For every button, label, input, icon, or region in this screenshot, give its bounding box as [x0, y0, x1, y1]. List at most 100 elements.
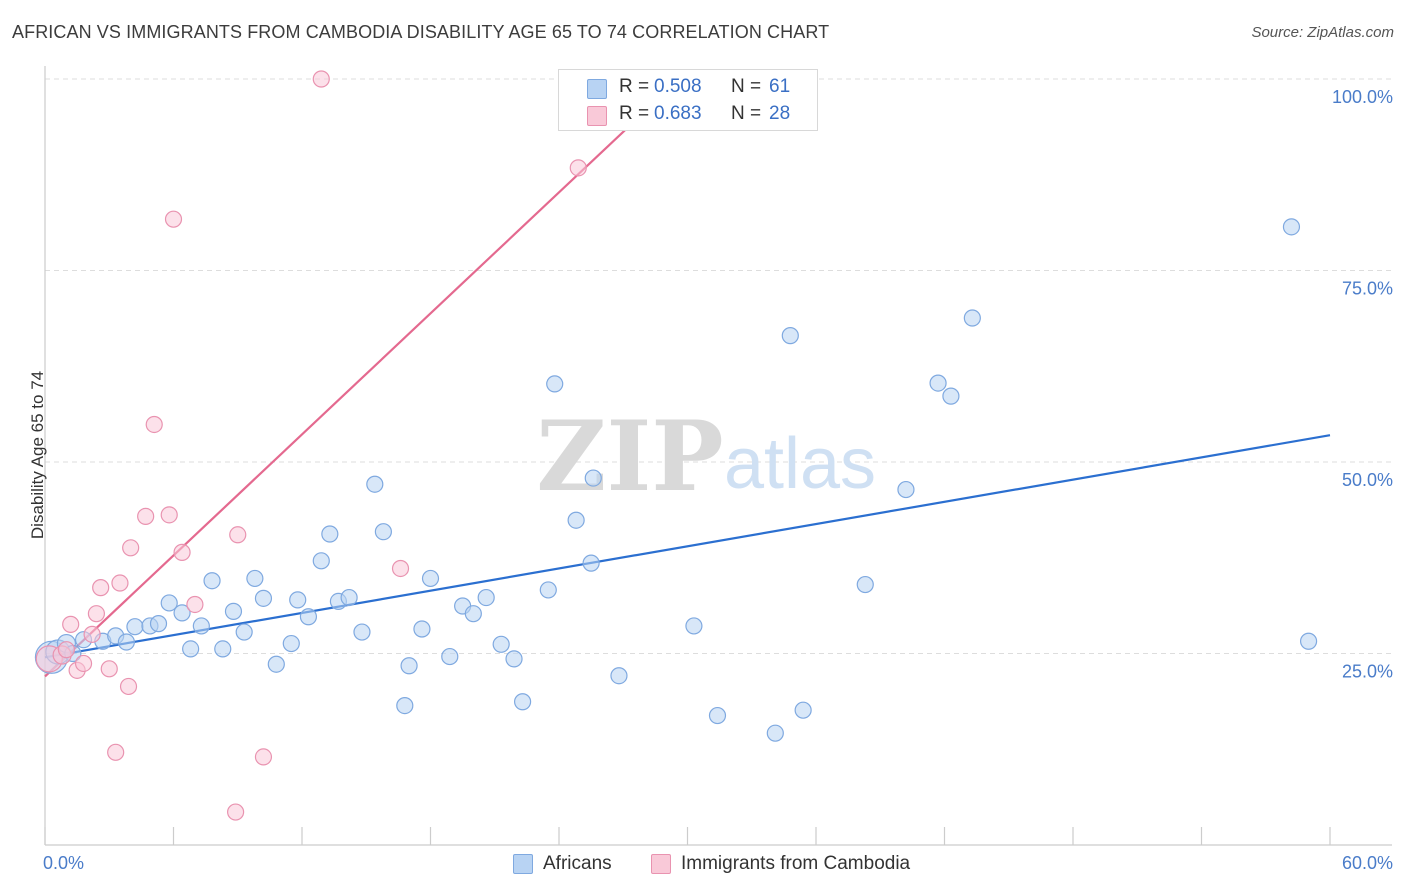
legend-n-label: N = [731, 76, 762, 97]
data-point-cambodia [62, 615, 80, 633]
cambodia-swatch [651, 854, 671, 874]
x-tick-label: 0.0% [43, 853, 84, 873]
data-point-africans [149, 615, 168, 633]
data-point-cambodia [569, 159, 587, 177]
data-point-africans [267, 655, 285, 673]
points-layer [34, 70, 1318, 821]
data-point-cambodia [229, 526, 247, 544]
data-point-cambodia [100, 660, 118, 678]
cambodia-swatch [587, 106, 607, 126]
watermark-atlas: atlas [724, 424, 876, 504]
watermark-zip: ZIP [536, 400, 723, 513]
data-point-africans [942, 387, 960, 405]
data-point-cambodia [391, 559, 410, 578]
data-point-africans [340, 588, 358, 607]
axes-layer [44, 66, 1392, 846]
y-tick-label: 50.0% [1342, 470, 1393, 490]
data-point-africans [582, 554, 600, 572]
data-point-africans [708, 706, 727, 725]
data-point-africans [766, 724, 784, 742]
data-point-cambodia [111, 574, 129, 592]
legend-row-cambodia: R = 0.683 N = 28 [559, 101, 817, 129]
data-point-africans [1282, 218, 1301, 236]
data-point-africans [567, 511, 585, 529]
data-point-cambodia [122, 539, 140, 557]
data-point-africans [396, 696, 414, 715]
data-point-cambodia [164, 210, 183, 228]
data-point-africans [441, 647, 459, 666]
data-point-africans [464, 605, 482, 623]
legend-row-africans: R = 0.508 N = 61 [559, 74, 817, 102]
legend-r-label: R = [619, 76, 650, 97]
data-point-africans [546, 375, 564, 393]
legend-n-value: 61 [769, 76, 791, 97]
data-point-africans [794, 701, 812, 719]
data-point-cambodia [145, 415, 163, 434]
data-point-africans [505, 650, 523, 668]
data-point-africans [513, 693, 532, 711]
stats-legend: R = 0.508 N = 61 R = 0.683 N = 28 [558, 69, 818, 131]
data-point-africans [610, 667, 628, 685]
data-point-africans [685, 617, 703, 635]
y-axis-label: Disability Age 65 to 74 [28, 370, 47, 540]
data-point-africans [374, 523, 392, 541]
data-point-cambodia [137, 507, 155, 525]
africans-swatch [587, 79, 607, 99]
legend-label-africans: Africans [543, 853, 612, 874]
x-tick-label: 60.0% [1342, 853, 1393, 873]
legend-label-cambodia: Immigrants from Cambodia [681, 853, 911, 874]
data-point-cambodia [57, 641, 76, 659]
data-point-africans [963, 309, 981, 327]
series-legend: Africans Immigrants from Cambodia [0, 852, 1406, 878]
trend-line-africans [44, 434, 1331, 659]
data-point-cambodia [254, 748, 273, 766]
watermark: ZIP atlas [536, 400, 876, 513]
grid-layer [45, 78, 1392, 654]
y-tick-label: 100.0% [1332, 87, 1393, 107]
data-point-africans [321, 525, 339, 543]
data-point-cambodia [74, 654, 93, 673]
data-point-africans [353, 623, 371, 641]
data-point-africans [246, 569, 264, 588]
data-point-cambodia [87, 605, 106, 623]
data-point-africans [477, 588, 495, 607]
y-tick-label: 75.0% [1342, 279, 1393, 299]
data-point-africans [117, 633, 135, 651]
data-point-cambodia [173, 543, 191, 561]
data-point-africans [584, 469, 602, 487]
data-point-africans [312, 552, 330, 570]
data-point-africans [173, 604, 191, 622]
data-point-africans [235, 623, 253, 641]
legend-r-value: 0.508 [654, 76, 702, 97]
data-point-africans [289, 591, 307, 609]
data-point-africans [897, 480, 915, 499]
y-tick-label: 25.0% [1342, 662, 1393, 682]
data-point-africans [1299, 632, 1318, 650]
data-point-africans [160, 594, 178, 612]
data-point-africans [400, 657, 418, 675]
data-point-africans [214, 640, 232, 658]
data-point-cambodia [186, 595, 204, 614]
legend-r-label: R = [619, 103, 650, 124]
data-point-africans [421, 569, 440, 588]
data-point-africans [254, 589, 273, 607]
data-point-africans [192, 617, 210, 635]
data-point-africans [413, 620, 431, 638]
africans-swatch [513, 854, 533, 874]
legend-r-value: 0.683 [654, 103, 702, 124]
data-point-africans [224, 602, 243, 620]
data-point-africans [203, 572, 221, 590]
data-point-africans [299, 608, 318, 626]
data-point-africans [366, 475, 384, 493]
data-point-cambodia [92, 579, 110, 597]
chart-title: AFRICAN VS IMMIGRANTS FROM CAMBODIA DISA… [12, 22, 830, 42]
data-point-africans [492, 635, 510, 653]
data-point-cambodia [312, 70, 330, 88]
legend-n-value: 28 [769, 103, 791, 124]
data-point-africans [282, 634, 300, 653]
data-point-africans [182, 640, 200, 658]
trend-line-cambodia [44, 70, 689, 678]
data-point-africans [856, 575, 874, 594]
data-point-cambodia [160, 506, 178, 524]
